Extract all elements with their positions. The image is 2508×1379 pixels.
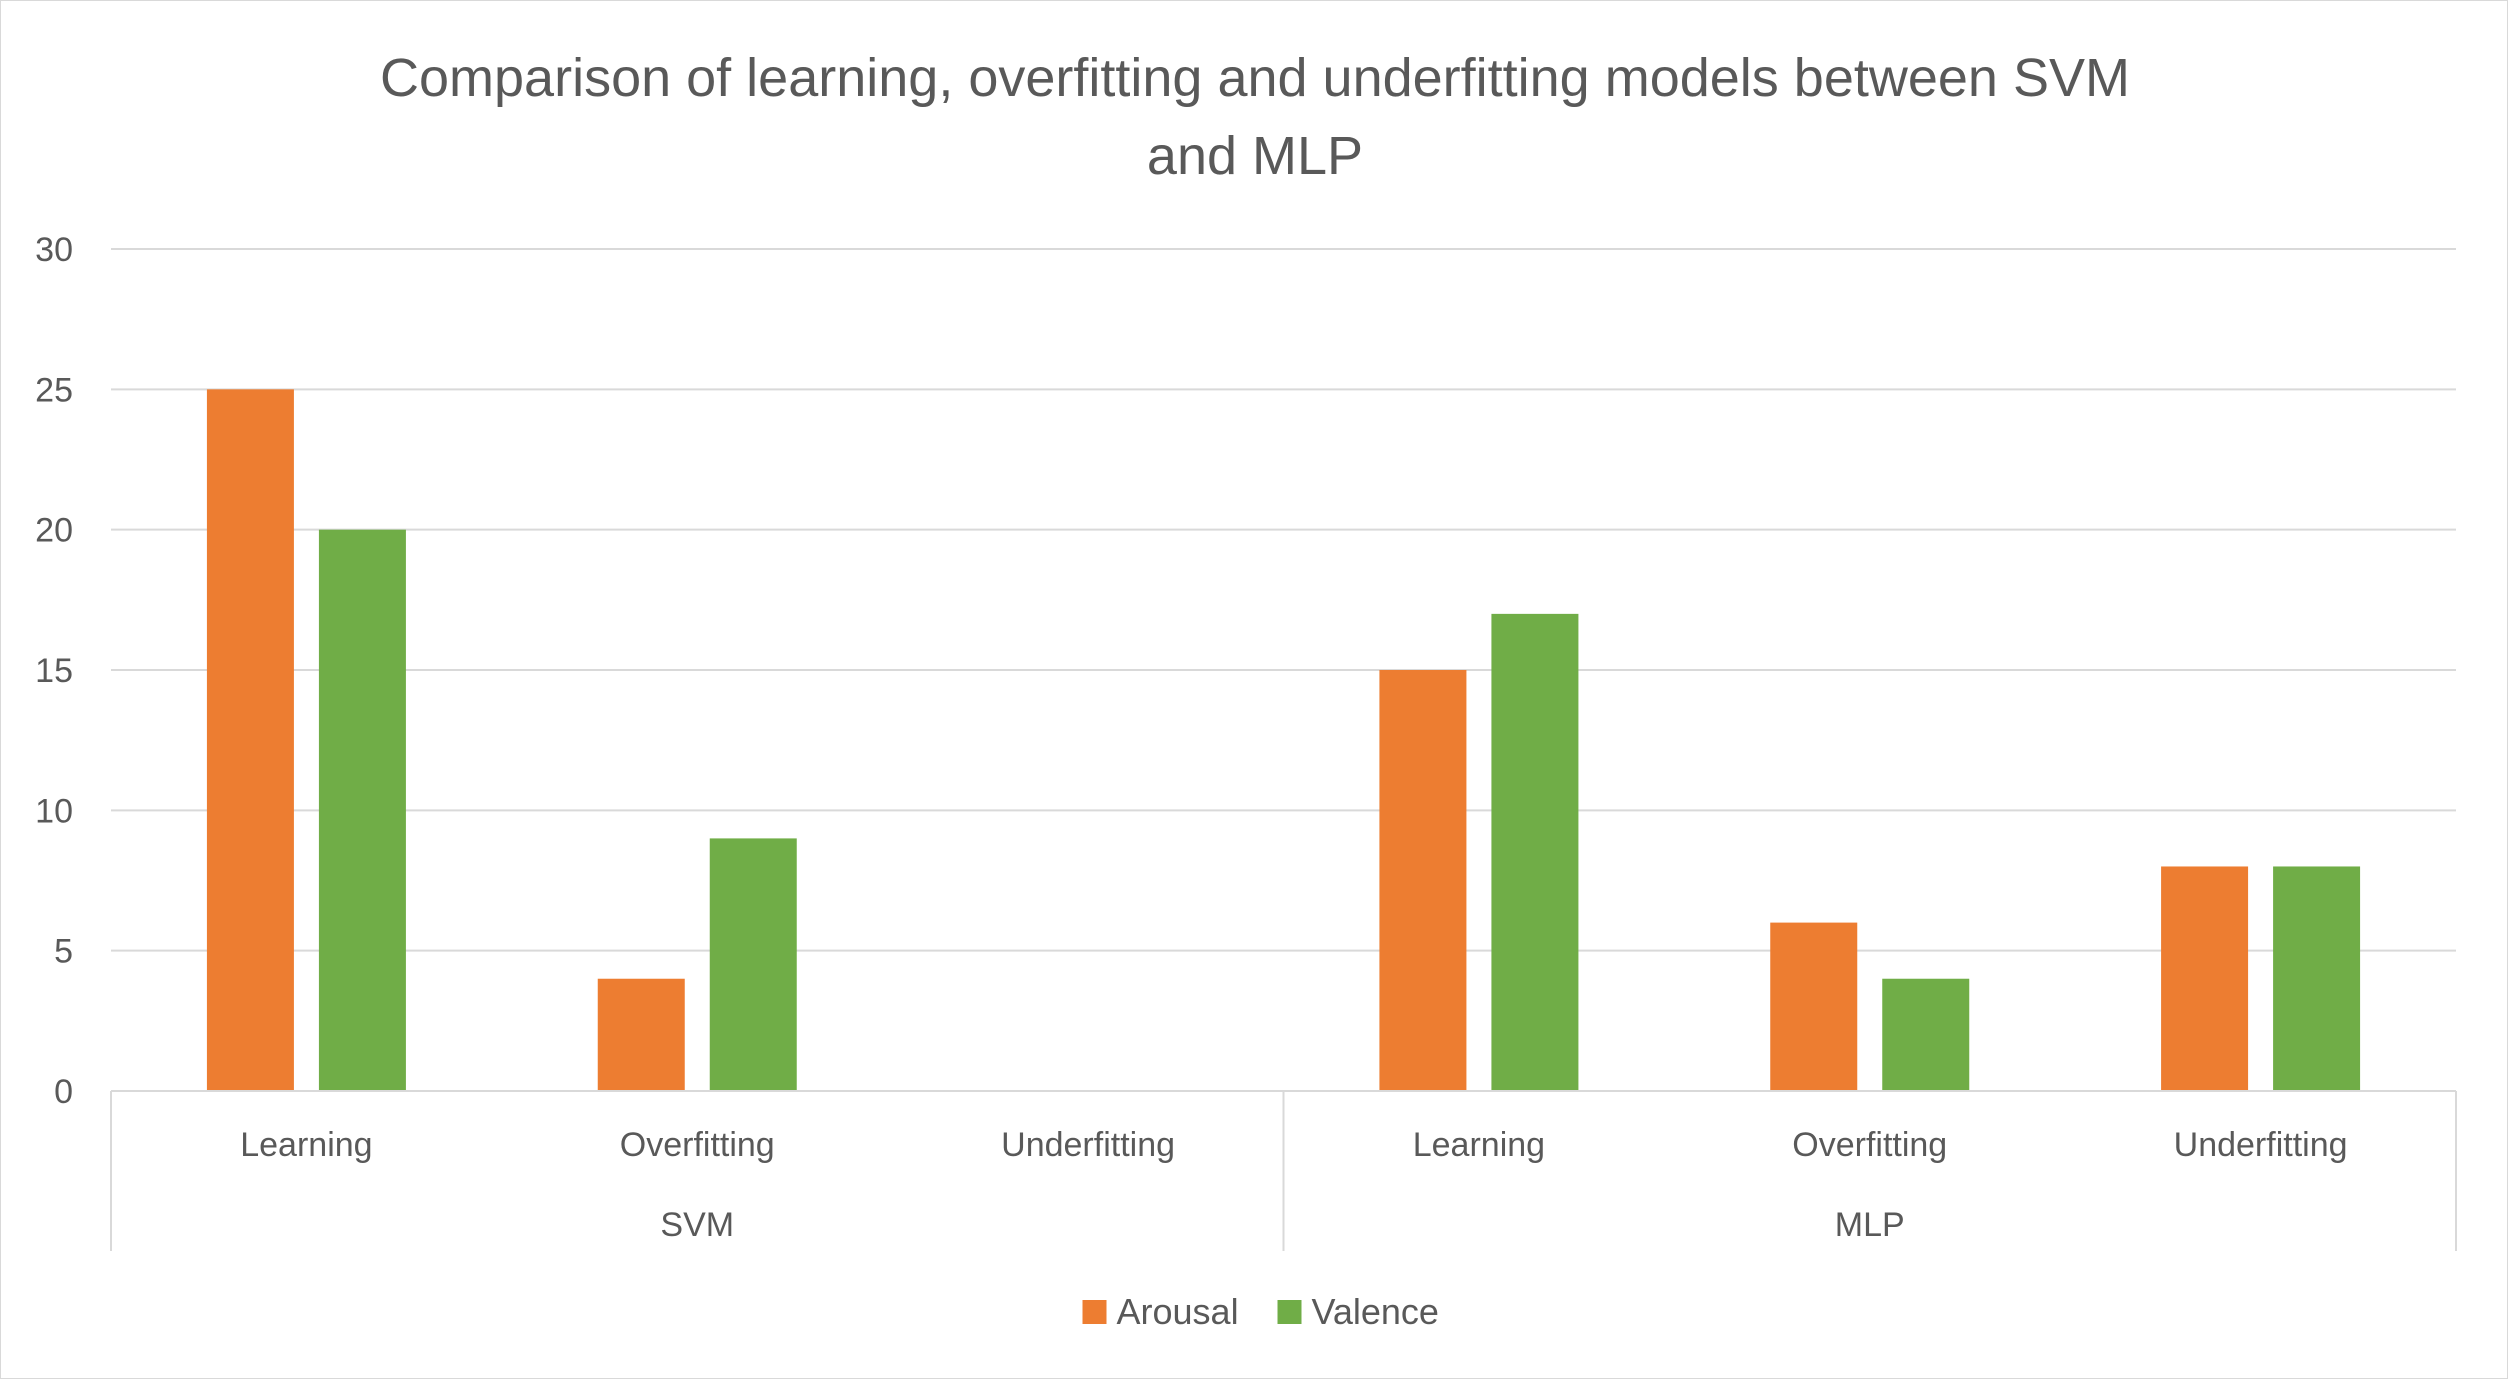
x-category-label: Underfitting [2174,1126,2348,1164]
y-axis-ticks: 0 5 10 15 20 25 30 [35,231,73,1111]
bar-valence [318,529,406,1091]
y-tick-label: 15 [35,652,73,690]
bars [206,389,2361,1091]
y-tick-label: 25 [35,371,73,409]
y-tick-label: 5 [54,933,73,971]
x-category-label: Overfitting [1792,1126,1947,1164]
x-axis: Learning Overfitting Underfitting Learning O… [110,1090,2457,1251]
bar-valence [709,838,797,1091]
legend: Arousal Valence [1082,1291,1439,1332]
legend-swatch-valence [1277,1300,1302,1324]
bar-arousal [1770,922,1858,1091]
y-tick-label: 20 [35,512,73,550]
bar-arousal [206,389,294,1091]
y-tick-label: 30 [35,231,73,269]
x-group-label: MLP [1835,1206,1905,1244]
chart-title: Comparison of learning, overfitting and … [380,48,2130,186]
bar-valence [1491,613,1579,1091]
chart-title-line: and MLP [1147,126,1363,186]
legend-swatch-arousal [1082,1300,1107,1324]
y-tick-label: 0 [54,1073,73,1111]
bar-arousal [1379,670,1467,1091]
x-category-label: Underfitting [1001,1126,1175,1164]
y-tick-label: 10 [35,792,73,830]
legend-label: Arousal [1117,1291,1239,1332]
x-category-label: Overfitting [620,1126,775,1164]
bar-arousal [597,978,685,1091]
x-category-label: Learning [240,1126,372,1164]
bar-valence [2273,866,2361,1091]
gridlines [111,248,2456,952]
chart-title-line: Comparison of learning, overfitting and … [380,48,2130,108]
bar-arousal [2161,866,2249,1091]
legend-label: Valence [1312,1291,1439,1332]
x-category-label: Learning [1413,1126,1545,1164]
x-group-label: SVM [660,1206,734,1244]
bar-valence [1882,978,1970,1091]
